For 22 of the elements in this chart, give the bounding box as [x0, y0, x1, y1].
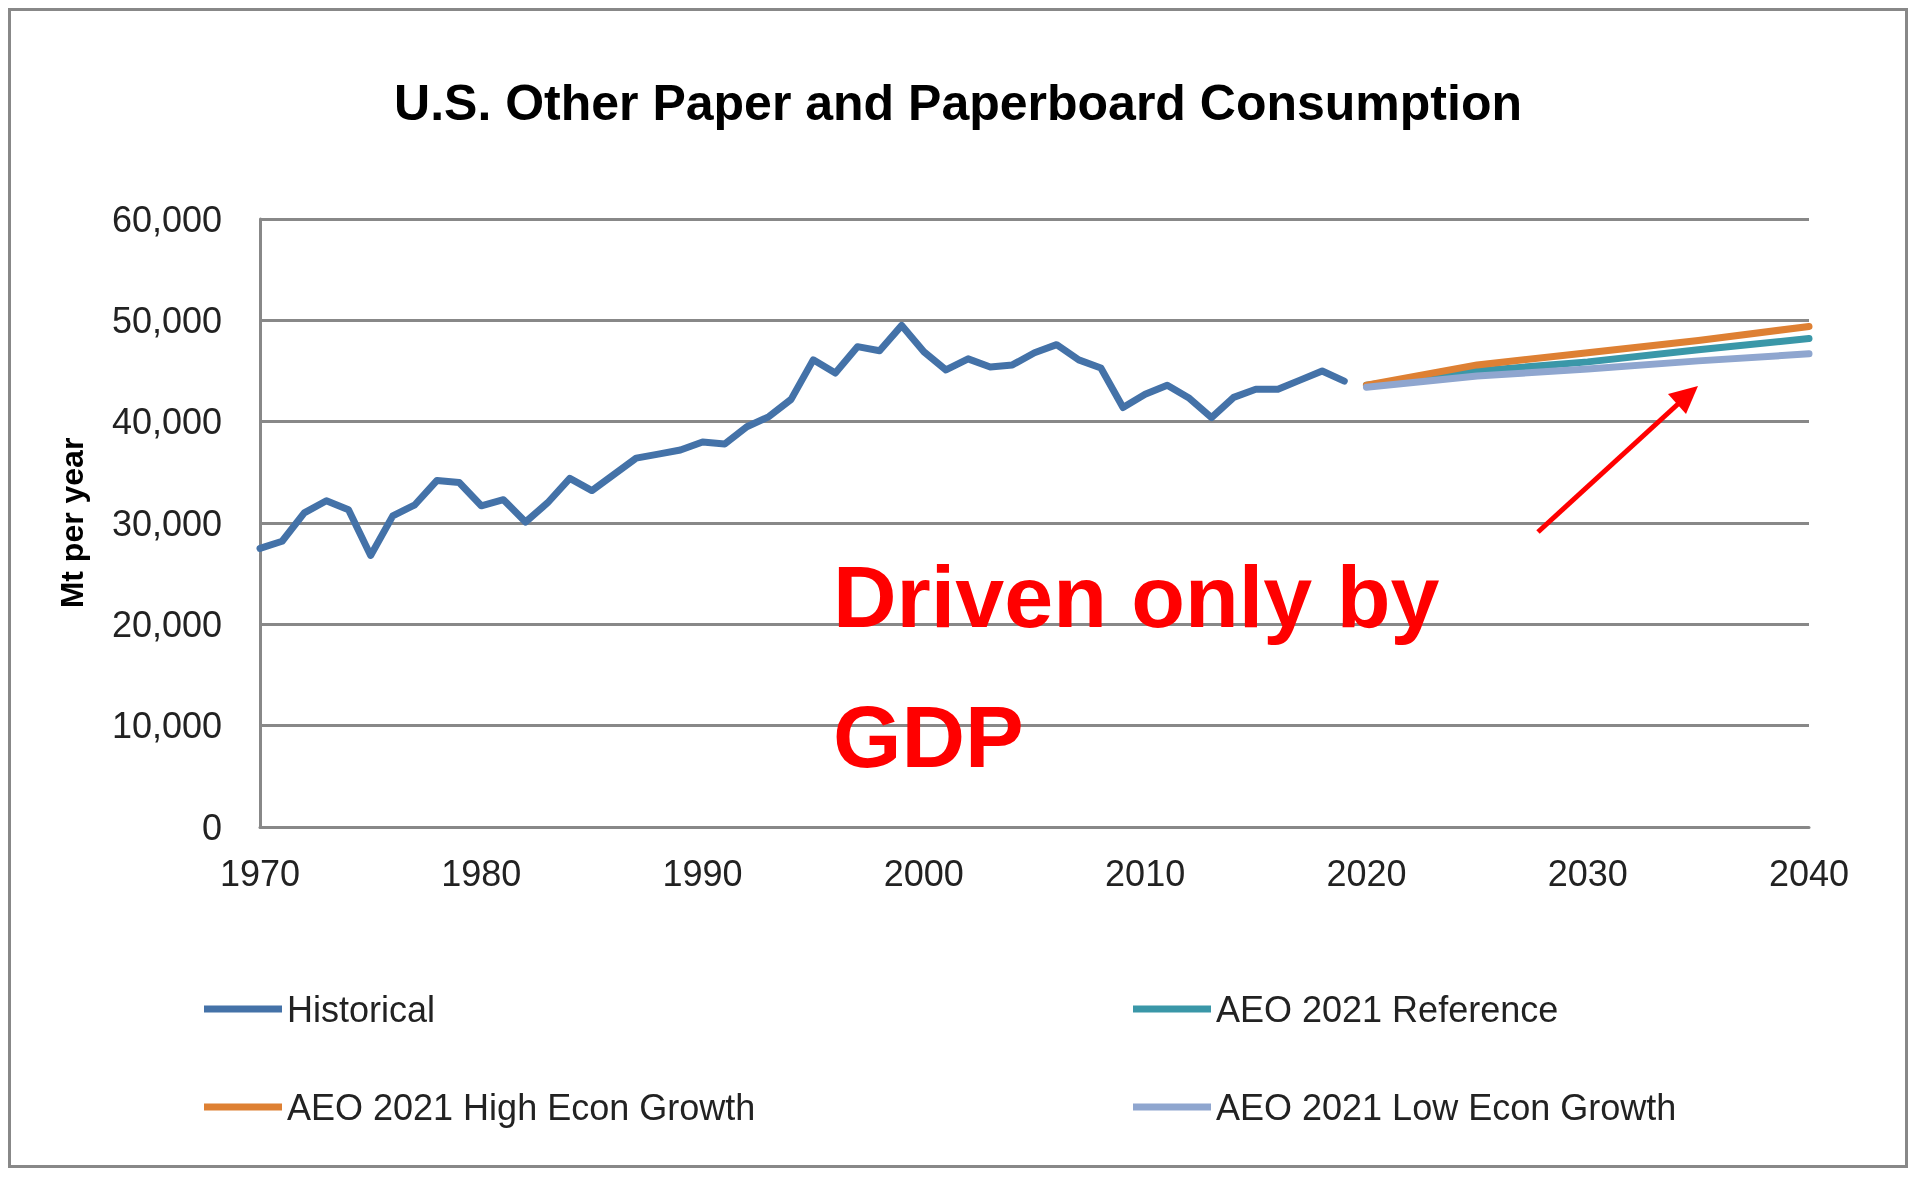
y-tick-label: 30,000 [111, 502, 222, 544]
x-tick-label: 2030 [1547, 852, 1628, 894]
y-tick-label: 40,000 [111, 401, 222, 443]
x-tick-label: 2020 [1326, 852, 1407, 894]
y-axis-title: Mt per year [54, 437, 90, 609]
annotation: Driven only by GDP [833, 546, 1464, 786]
legend-label: AEO 2021 Reference [1216, 988, 1559, 1030]
legend-label: Historical [287, 988, 436, 1030]
legend-label: AEO 2021 High Econ Growth [287, 1086, 756, 1128]
y-tick-label: 0 [201, 806, 222, 848]
chart-title: U.S. Other Paper and Paperboard Consumption [394, 75, 1522, 131]
x-tick-label: 2010 [1105, 852, 1186, 894]
y-tick-label: 50,000 [111, 299, 222, 341]
x-tick-label: 1970 [219, 852, 301, 894]
legend-label: AEO 2021 Low Econ Growth [1216, 1086, 1677, 1128]
x-tick-label: 1980 [441, 852, 522, 894]
x-tick-label: 1990 [662, 852, 743, 894]
y-tick-label: 60,000 [111, 198, 222, 240]
x-tick-label: 2000 [883, 852, 964, 894]
y-tick-label: 10,000 [111, 705, 222, 747]
y-tick-label: 20,000 [111, 603, 222, 645]
x-tick-label: 2040 [1768, 852, 1850, 894]
